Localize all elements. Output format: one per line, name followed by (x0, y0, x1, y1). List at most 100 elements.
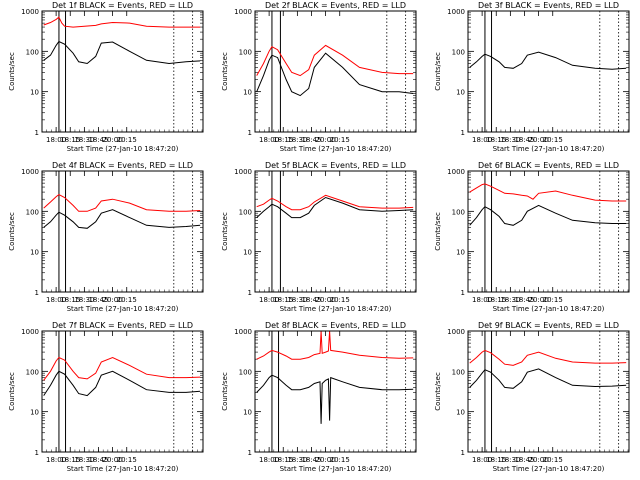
x-tick-label: 20:00 (316, 456, 336, 464)
y-axis-label: Counts/sec (8, 212, 16, 251)
chart-svg: Det 2f BLACK = Events, RED = LLD 1 10 100 10… (221, 1, 417, 153)
detector-panel-6: Det 6f BLACK = Events, RED = LLD 1 10 100 10… (426, 160, 639, 320)
chart-svg: Det 3f BLACK = Events, RED = LLD 1 10 100 10… (434, 1, 630, 153)
x-tick-label: 18:00 (46, 296, 66, 304)
detector-panel-7: Det 7f BLACK = Events, RED = LLD 1 10 100 10… (0, 320, 213, 480)
y-tick-label: 10 (456, 249, 465, 257)
plot-frame (41, 170, 204, 293)
x-tick-label: 18:45 (301, 296, 321, 304)
x-tick-label: 18:30 (74, 296, 94, 304)
chart-svg: Det 4f BLACK = Events, RED = LLD 1 10 100 10… (8, 161, 204, 313)
y-axis-label: Counts/sec (8, 372, 16, 411)
x-tick-label: 18:30 (287, 456, 307, 464)
x-tick-label: 18:00 (472, 136, 492, 144)
x-tick-label: 18:00 (46, 136, 66, 144)
y-tick-label: 1000 (21, 8, 39, 16)
plot-frame (41, 10, 204, 133)
chart-svg: Det 8f BLACK = Events, RED = LLD 1 10 100 10… (221, 321, 417, 473)
x-tick-label: 18:15 (486, 136, 506, 144)
y-tick-label: 1 (248, 129, 252, 137)
y-tick-label: 10 (456, 89, 465, 97)
y-tick-label: 10 (243, 409, 252, 417)
plot-frame (41, 330, 204, 453)
chart-svg: Det 6f BLACK = Events, RED = LLD 1 10 100 10… (434, 161, 630, 313)
detector-panel-5: Det 5f BLACK = Events, RED = LLD 1 10 100 10… (213, 160, 426, 320)
y-tick-label: 1000 (234, 168, 252, 176)
y-tick-label: 1000 (21, 328, 39, 336)
chart-title: Det 1f BLACK = Events, RED = LLD (52, 1, 193, 10)
plot-frame (467, 170, 630, 293)
detector-panel-4: Det 4f BLACK = Events, RED = LLD 1 10 100 10… (0, 160, 213, 320)
x-tick-label: 18:00 (259, 136, 279, 144)
y-axis-label: Counts/sec (434, 212, 442, 251)
y-tick-label: 1 (248, 289, 252, 297)
chart-title: Det 9f BLACK = Events, RED = LLD (478, 321, 619, 330)
y-tick-label: 10 (456, 409, 465, 417)
series-line-lld (469, 183, 627, 202)
x-tick-label: 18:45 (514, 456, 534, 464)
series-line-events (469, 51, 627, 70)
plot-frame (467, 330, 630, 453)
chart-title: Det 2f BLACK = Events, RED = LLD (265, 1, 406, 10)
detector-panel-3: Det 3f BLACK = Events, RED = LLD 1 10 100 10… (426, 0, 639, 160)
x-axis-label: Start Time (27-Jan-10 18:47:20) (280, 145, 392, 153)
y-tick-label: 100 (452, 368, 465, 376)
chart-title: Det 3f BLACK = Events, RED = LLD (478, 1, 619, 10)
y-tick-label: 100 (452, 208, 465, 216)
x-tick-label: 20:00 (103, 296, 123, 304)
x-tick-label: 18:30 (287, 136, 307, 144)
y-tick-label: 1 (35, 129, 39, 137)
chart-svg: Det 7f BLACK = Events, RED = LLD 1 10 100 10… (8, 321, 204, 473)
series-line-lld (43, 194, 201, 212)
series-line-events (43, 209, 201, 229)
y-tick-label: 1 (461, 129, 465, 137)
x-tick-label: 20:00 (316, 296, 336, 304)
series-line-lld (256, 330, 414, 360)
series-line-events (256, 196, 414, 219)
x-tick-label: 18:45 (301, 136, 321, 144)
chart-title: Det 6f BLACK = Events, RED = LLD (478, 161, 619, 170)
y-tick-label: 1 (35, 449, 39, 457)
y-tick-label: 1000 (21, 168, 39, 176)
x-tick-label: 20:15 (543, 136, 563, 144)
y-axis-label: Counts/sec (434, 372, 442, 411)
x-tick-label: 20:15 (543, 456, 563, 464)
y-tick-label: 1000 (447, 328, 465, 336)
x-tick-label: 20:00 (103, 456, 123, 464)
x-tick-label: 18:15 (273, 136, 293, 144)
x-tick-label: 18:45 (514, 136, 534, 144)
x-tick-label: 20:15 (117, 456, 137, 464)
detector-panel-9: Det 9f BLACK = Events, RED = LLD 1 10 100 10… (426, 320, 639, 480)
x-tick-label: 20:15 (330, 296, 350, 304)
y-tick-label: 100 (239, 208, 252, 216)
chart-svg: Det 9f BLACK = Events, RED = LLD 1 10 100 10… (434, 321, 630, 473)
y-axis-label: Counts/sec (221, 52, 229, 91)
x-tick-label: 18:45 (88, 296, 108, 304)
y-tick-label: 10 (243, 249, 252, 257)
chart-title: Det 4f BLACK = Events, RED = LLD (52, 161, 193, 170)
series-line-lld (256, 194, 414, 211)
series-line-events (469, 204, 627, 226)
detector-panel-8: Det 8f BLACK = Events, RED = LLD 1 10 100 10… (213, 320, 426, 480)
y-tick-label: 1 (461, 449, 465, 457)
chart-title: Det 8f BLACK = Events, RED = LLD (265, 321, 406, 330)
y-tick-label: 100 (452, 48, 465, 56)
x-axis-label: Start Time (27-Jan-10 18:47:20) (280, 305, 392, 313)
x-tick-label: 18:30 (287, 296, 307, 304)
x-tick-label: 18:15 (273, 456, 293, 464)
x-tick-label: 20:15 (330, 136, 350, 144)
x-tick-label: 18:30 (74, 456, 94, 464)
series-line-lld (43, 16, 201, 28)
y-tick-label: 1 (461, 289, 465, 297)
series-line-events (469, 368, 627, 389)
x-tick-label: 18:15 (60, 296, 80, 304)
x-tick-label: 20:15 (117, 136, 137, 144)
x-tick-label: 18:15 (486, 456, 506, 464)
x-tick-label: 18:45 (514, 296, 534, 304)
plot-frame (254, 10, 417, 133)
x-tick-label: 20:00 (316, 136, 336, 144)
x-axis-label: Start Time (27-Jan-10 18:47:20) (280, 465, 392, 473)
series-line-events (256, 374, 414, 424)
series-line-events (43, 40, 201, 65)
